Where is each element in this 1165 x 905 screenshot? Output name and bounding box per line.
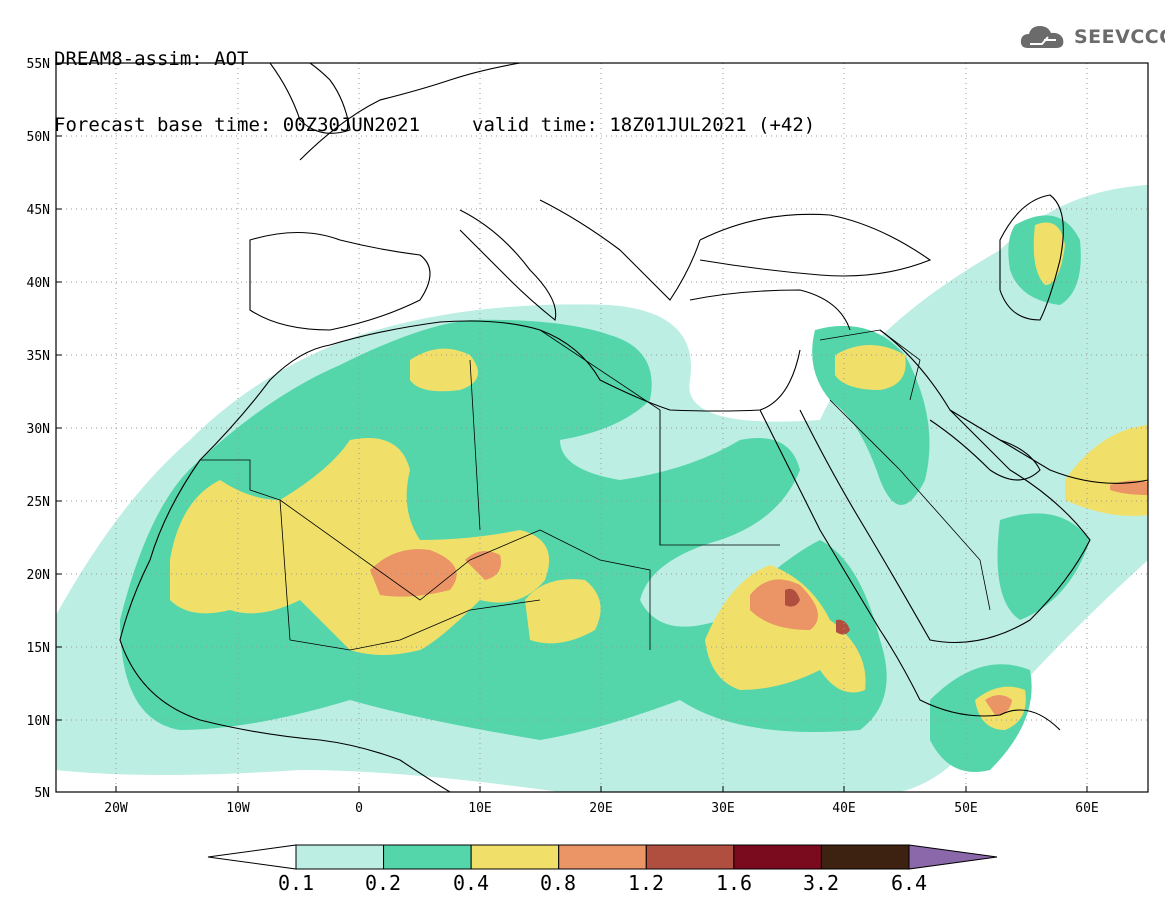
- coast-turkey: [689, 289, 851, 331]
- lat-label: 40N: [27, 276, 50, 291]
- colorbar-swatch: [383, 844, 472, 870]
- coast-iberia: [249, 231, 431, 331]
- lon-label: 60E: [1075, 801, 1098, 816]
- aot-field-orange-sudan: [750, 579, 818, 630]
- aot-field-orange-somalia: [985, 695, 1012, 715]
- coast-caspian: [999, 194, 1064, 321]
- forecast-base-time: Forecast base time: 00Z30JUN2021: [54, 114, 421, 136]
- colorbar-swatch: [820, 844, 910, 870]
- coast-west-africa: [119, 559, 451, 792]
- colorbar-swatch: [470, 844, 560, 870]
- lon-label: 20E: [589, 801, 612, 816]
- lon-label: 10E: [468, 801, 491, 816]
- coast-red-sea: [759, 409, 1061, 731]
- aot-field-green-arabian: [997, 513, 1090, 620]
- aot-field-orange-mali: [370, 549, 457, 597]
- coast-uk: [269, 63, 351, 134]
- colorbar-swatch: [295, 844, 385, 870]
- lon-label: 0: [355, 801, 363, 816]
- map-header: DREAM8-assim: AOT Forecast base time: 00…: [54, 4, 815, 158]
- lon-label: 40E: [832, 801, 855, 816]
- aot-field-yellow-sahara: [170, 438, 550, 655]
- colorbar-label: 1.2: [628, 871, 664, 895]
- aot-field-yellow-algeria: [410, 348, 478, 392]
- lat-label: 45N: [27, 203, 50, 218]
- colorbar-swatches: [295, 844, 910, 870]
- seevccc-logo: SEEVCCC: [1018, 22, 1165, 52]
- colorbar-swatch: [645, 844, 735, 870]
- coast-black-sea: [699, 213, 932, 277]
- aot-field-yellow-chad: [525, 579, 601, 644]
- colorbar-label: 1.6: [716, 871, 752, 895]
- coast-italy: [459, 209, 557, 321]
- lon-label: 50E: [954, 801, 977, 816]
- colorbar-under-triangle: [207, 844, 297, 870]
- coast-north-africa: [149, 320, 801, 561]
- latitude-labels: 55N 50N 45N 40N 35N 30N 25N 20N 15N 10N …: [27, 57, 50, 801]
- lon-label: 20W: [104, 801, 128, 816]
- aot-field-yellow-iraq: [835, 345, 906, 390]
- lat-label: 35N: [27, 349, 50, 364]
- map-gridlines: [56, 63, 1148, 792]
- colorbar-swatch: [558, 844, 647, 870]
- colorbar-label: 3.2: [803, 871, 839, 895]
- coast-arabia: [799, 329, 1091, 644]
- border-egypt-sudan: [659, 410, 780, 546]
- border-algeria-mali: [279, 499, 541, 601]
- aot-field-green: [120, 319, 887, 740]
- coast-iran-pak: [949, 409, 1148, 484]
- lat-label: 50N: [27, 130, 50, 145]
- model-title: DREAM8-assim: AOT: [54, 48, 249, 70]
- border-arabia: [829, 399, 991, 611]
- colorbar-label: 0.1: [278, 871, 314, 895]
- aot-field-red-eritrea: [836, 619, 850, 635]
- aot-contour-fields: [56, 185, 1148, 792]
- cloud-icon: [1020, 26, 1064, 48]
- aot-field-yellow-sudan: [705, 565, 866, 693]
- lat-label: 25N: [27, 495, 50, 510]
- lat-label: 20N: [27, 568, 50, 583]
- colorbar-label: 0.8: [540, 871, 576, 895]
- aot-field-red-sudan: [785, 588, 800, 607]
- border-mauritania: [200, 459, 291, 641]
- colorbar-over-triangle: [908, 844, 998, 870]
- colorbar-label: 0.4: [453, 871, 489, 895]
- axis-ticks: [56, 62, 1088, 793]
- coast-balkans: [539, 199, 701, 301]
- lat-label: 15N: [27, 641, 50, 656]
- border-iraq: [819, 329, 921, 401]
- colorbar: 0.1 0.2 0.4 0.8 1.2 1.6 3.2 6.4: [207, 844, 998, 895]
- lat-label: 10N: [27, 714, 50, 729]
- colorbar-labels: 0.1 0.2 0.4 0.8 1.2 1.6 3.2 6.4: [278, 871, 927, 895]
- border-niger: [289, 599, 541, 651]
- country-borders: [200, 329, 991, 651]
- colorbar-swatch: [733, 844, 822, 870]
- border-chad: [539, 529, 651, 650]
- coast-europe-north: [299, 63, 521, 161]
- valid-time: valid time: 18Z01JUL2021 (+42): [472, 114, 816, 136]
- coastlines: [119, 63, 1148, 792]
- lat-label: 5N: [34, 786, 50, 801]
- aot-field-orange-pak: [1110, 480, 1148, 495]
- coast-persian-gulf: [929, 419, 1041, 481]
- lon-label: 30E: [711, 801, 734, 816]
- lon-label: 10W: [226, 801, 250, 816]
- longitude-labels: 20W 10W 0 10E 20E 30E 40E 50E 60E: [104, 801, 1098, 816]
- logo-text: SEEVCCC: [1074, 26, 1165, 48]
- lat-label: 55N: [27, 57, 50, 72]
- colorbar-label: 0.2: [365, 871, 401, 895]
- lat-label: 30N: [27, 422, 50, 437]
- colorbar-label: 6.4: [891, 871, 927, 895]
